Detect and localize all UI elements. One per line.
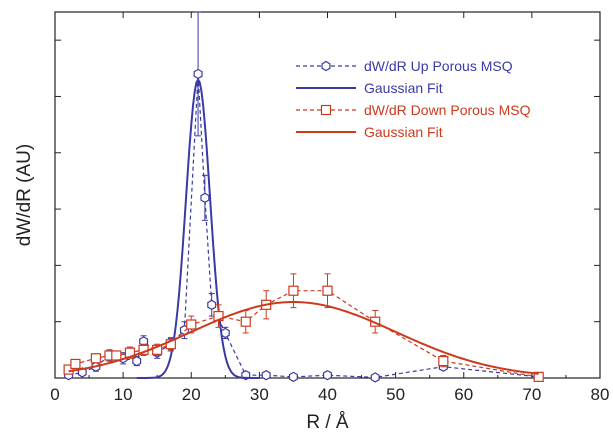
series-0-point [193, 68, 203, 80]
legend-marker-0 [321, 60, 331, 72]
x-tick-label: 30 [250, 385, 269, 404]
series-2-point [288, 285, 299, 296]
series-2-point [533, 371, 544, 382]
x-tick-label: 40 [318, 385, 337, 404]
x-tick-label: 0 [50, 385, 59, 404]
legend-marker-2 [320, 104, 332, 116]
legend-label-0: dW/dR Up Porous MSQ [364, 58, 513, 74]
tick-labels: 0 10 20 30 40 50 60 70 80 [50, 385, 609, 404]
series-layer [63, 11, 544, 383]
series-0-data-line [68, 73, 539, 379]
series-0-point [200, 192, 210, 203]
x-axis-title: R / Å [306, 412, 349, 433]
series-2-point [322, 285, 333, 296]
series-2-data-line [68, 290, 539, 378]
series-0-point [207, 299, 217, 310]
series-2-point [111, 350, 122, 361]
legend-label-3: Gaussian Fit [364, 124, 443, 140]
series-2-point [240, 316, 251, 327]
series-2-point [186, 319, 197, 330]
series-2-point [70, 358, 81, 370]
series-2-point [90, 353, 101, 364]
x-tick-label: 50 [386, 385, 405, 404]
series-2-point [152, 344, 163, 355]
series-0-point [132, 355, 142, 367]
series-0-point [323, 370, 332, 381]
series-2-point [438, 356, 449, 367]
series-2-point [165, 339, 176, 350]
x-tick-label: 10 [114, 385, 133, 404]
series-0-point [288, 371, 298, 383]
series-1-fit-line [136, 77, 260, 379]
x-tick-label: 70 [522, 385, 541, 404]
series-0-point [370, 372, 380, 383]
x-tick-label: 80 [591, 385, 610, 404]
legend-label-1: Gaussian Fit [364, 80, 443, 96]
legend: dW/dR Up Porous MSQ Gaussian Fit dW/dR Dow… [296, 58, 531, 140]
series-0-point [261, 370, 271, 381]
x-tick-label: 60 [454, 385, 473, 404]
x-tick-label: 20 [182, 385, 201, 404]
legend-label-2: dW/dR Down Porous MSQ [364, 102, 531, 118]
series-2-point [63, 364, 74, 375]
series-3-fit-line [68, 301, 539, 375]
y-axis-title: dW/dR (AU) [14, 144, 35, 246]
